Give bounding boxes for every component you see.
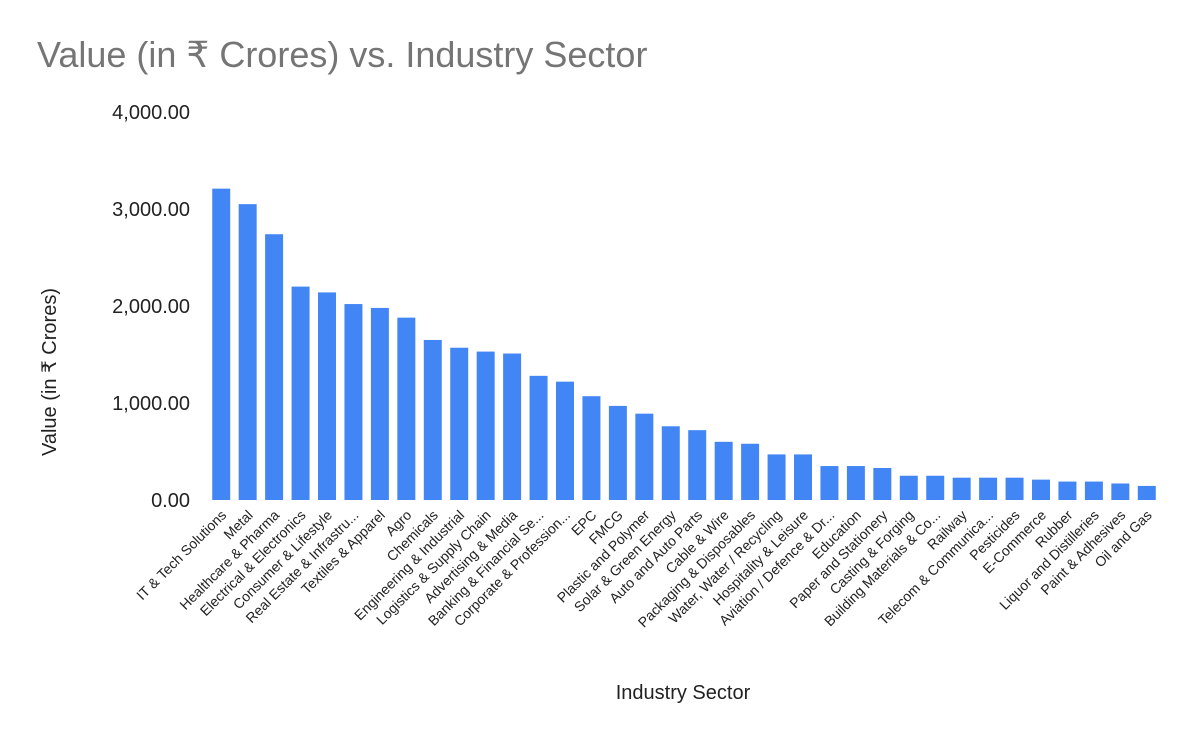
bar[interactable]: [899, 475, 918, 500]
bar[interactable]: [238, 204, 257, 500]
bar[interactable]: [608, 405, 627, 500]
bar[interactable]: [291, 286, 310, 500]
bar[interactable]: [820, 466, 839, 500]
bar[interactable]: [1084, 481, 1103, 500]
chart-title: Value (in ₹ Crores) vs. Industry Sector: [37, 34, 648, 75]
y-axis-label: Value (in ₹ Crores): [39, 288, 61, 456]
bar[interactable]: [979, 477, 998, 500]
bar[interactable]: [767, 454, 786, 500]
bar[interactable]: [635, 413, 654, 500]
y-tick-label: 4,000.00: [112, 102, 190, 124]
bar[interactable]: [688, 430, 707, 500]
bar[interactable]: [794, 454, 812, 500]
bar[interactable]: [450, 347, 469, 500]
bar[interactable]: [265, 234, 284, 500]
bar[interactable]: [926, 475, 945, 500]
bars: [212, 188, 1156, 500]
x-axis-label: Industry Sector: [616, 682, 751, 704]
bar[interactable]: [476, 351, 495, 500]
bar[interactable]: [661, 426, 680, 500]
bar[interactable]: [344, 304, 363, 500]
y-axis-ticks: 0.00 1,000.00 2,000.00 3,000.00 4,000.00: [112, 102, 190, 512]
bar[interactable]: [1058, 481, 1077, 500]
bar[interactable]: [741, 443, 760, 500]
bar[interactable]: [1005, 477, 1024, 500]
bar[interactable]: [397, 317, 416, 500]
bar[interactable]: [1111, 483, 1130, 500]
bar[interactable]: [582, 396, 601, 500]
bar[interactable]: [1137, 485, 1156, 500]
y-tick-label: 2,000.00: [112, 296, 190, 318]
bar[interactable]: [370, 307, 389, 500]
y-tick-label: 0.00: [151, 490, 190, 512]
bar[interactable]: [1032, 479, 1050, 500]
y-tick-label: 3,000.00: [112, 199, 190, 221]
bar[interactable]: [846, 466, 865, 500]
bar[interactable]: [873, 467, 892, 500]
bar[interactable]: [212, 188, 231, 500]
bar[interactable]: [952, 477, 971, 500]
bar[interactable]: [714, 441, 733, 500]
y-tick-label: 1,000.00: [112, 393, 190, 415]
bar[interactable]: [318, 292, 336, 500]
bar[interactable]: [503, 353, 522, 500]
bar[interactable]: [423, 339, 442, 500]
bar[interactable]: [529, 375, 548, 500]
bar[interactable]: [556, 381, 574, 500]
